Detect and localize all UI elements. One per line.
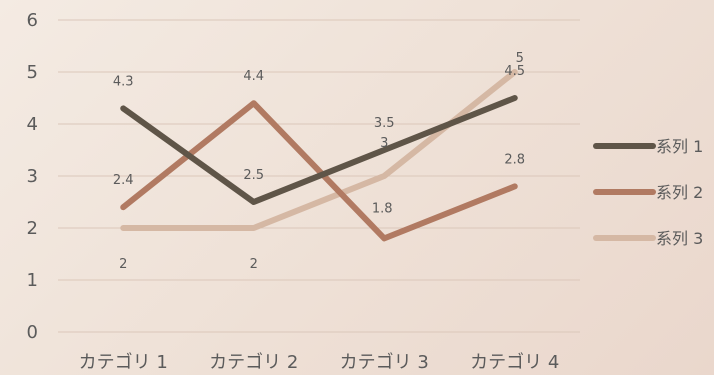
data-labels: 4.3 2.5 3.5 4.5 2.4 4.4 1.8 2.8 2 2 3 5 xyxy=(113,51,525,272)
data-label-series-2: 1.8 xyxy=(372,201,393,216)
data-label-series-1: 4.5 xyxy=(504,64,525,79)
data-label-series-3: 5 xyxy=(516,51,524,66)
y-tick-label: 1 xyxy=(27,270,38,291)
y-tick-label: 2 xyxy=(27,218,38,239)
x-tick-label: カテゴリ 2 xyxy=(209,352,298,373)
series-layer xyxy=(120,69,518,242)
data-label-series-1: 3.5 xyxy=(374,116,395,131)
data-label-series-3: 2 xyxy=(119,257,127,272)
y-tick-label: 4 xyxy=(27,114,38,135)
x-tick-label: カテゴリ 4 xyxy=(470,352,559,373)
legend-label-series-1: 系列 1 xyxy=(656,137,703,156)
y-tick-label: 5 xyxy=(27,62,38,83)
data-label-series-3: 3 xyxy=(380,136,388,151)
y-tick-label: 0 xyxy=(27,322,38,343)
x-tick-label: カテゴリ 3 xyxy=(340,352,429,373)
x-tick-label: カテゴリ 1 xyxy=(79,352,168,373)
legend: 系列 1 系列 2 系列 3 xyxy=(593,137,703,248)
series-line-1 xyxy=(120,95,518,205)
data-label-series-2: 2.8 xyxy=(504,152,525,167)
y-axis: 0 1 2 3 4 5 6 xyxy=(27,10,38,343)
y-tick-label: 6 xyxy=(27,10,38,31)
data-label-series-1: 2.5 xyxy=(243,168,264,183)
x-axis: カテゴリ 1 カテゴリ 2 カテゴリ 3 カテゴリ 4 xyxy=(79,352,560,373)
data-label-series-2: 2.4 xyxy=(113,173,134,188)
data-label-series-2: 4.4 xyxy=(243,69,264,84)
data-label-series-1: 4.3 xyxy=(113,74,134,89)
legend-label-series-2: 系列 2 xyxy=(656,183,703,202)
y-tick-label: 3 xyxy=(27,166,38,187)
legend-label-series-3: 系列 3 xyxy=(656,229,703,248)
data-label-series-3: 2 xyxy=(250,257,258,272)
